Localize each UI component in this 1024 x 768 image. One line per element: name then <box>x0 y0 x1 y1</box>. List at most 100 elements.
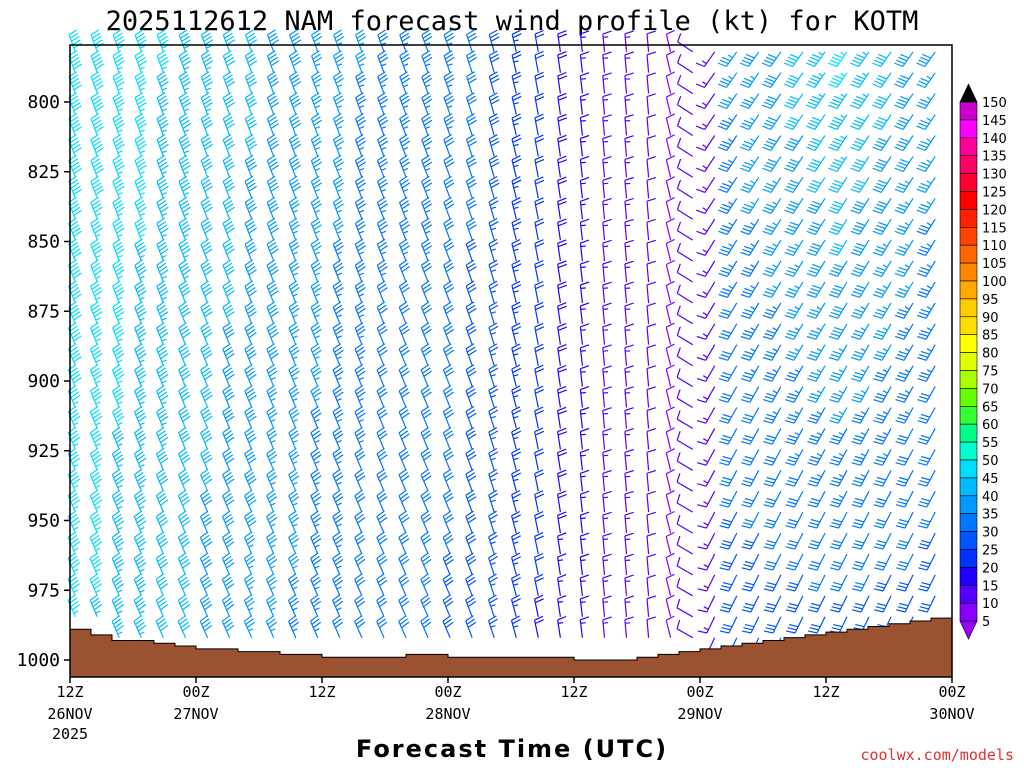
wind-barb <box>443 29 455 52</box>
wind-barb <box>511 552 521 576</box>
wind-barb <box>134 154 147 178</box>
wind-barb <box>719 553 738 571</box>
wind-barb <box>488 510 498 534</box>
wind-barb <box>511 301 522 324</box>
wind-barb <box>761 51 782 68</box>
wind-barb <box>828 323 848 340</box>
wind-barb <box>697 490 716 508</box>
wind-barb <box>354 468 366 492</box>
wind-barb <box>332 426 344 450</box>
wind-barb <box>310 489 322 513</box>
wind-barb <box>266 301 279 325</box>
wind-barb <box>762 197 782 214</box>
wind-barb <box>443 238 455 262</box>
colorbar-label: 80 <box>982 347 999 362</box>
wind-barb <box>829 574 848 592</box>
wind-barb <box>828 260 848 277</box>
wind-barb <box>718 260 738 277</box>
wind-barb <box>68 50 83 73</box>
wind-barb <box>784 197 804 214</box>
wind-barb <box>557 30 568 52</box>
wind-barb <box>399 71 411 94</box>
colorbar-label: 95 <box>982 293 999 308</box>
wind-barb <box>718 176 738 193</box>
wind-barb <box>785 595 804 613</box>
wind-barb <box>602 30 612 52</box>
colorbar-label: 35 <box>982 508 999 523</box>
wind-barb <box>917 302 936 319</box>
wind-barb <box>763 407 782 424</box>
wind-barb <box>665 92 675 115</box>
x-tick-label: 00Z <box>938 683 965 701</box>
wind-barb <box>156 385 169 408</box>
wind-barb <box>221 531 235 555</box>
wind-barb <box>111 468 125 492</box>
credit-link[interactable]: coolwx.com/models <box>860 746 1014 764</box>
wind-barb <box>112 50 125 73</box>
wind-barb <box>740 176 760 193</box>
wind-barb <box>244 364 257 387</box>
wind-barb <box>443 113 455 136</box>
wind-barb <box>442 468 454 492</box>
wind-barb <box>465 552 477 576</box>
wind-barb <box>222 301 235 325</box>
colorbar-label: 5 <box>982 615 990 630</box>
wind-barb <box>830 616 848 634</box>
wind-barb <box>695 156 716 173</box>
wind-barb <box>177 447 191 471</box>
wind-barb <box>222 29 236 53</box>
wind-barb <box>557 595 567 617</box>
wind-barb <box>488 427 499 450</box>
wind-barb <box>873 553 892 571</box>
wind-barb <box>646 386 656 408</box>
wind-barb <box>511 510 521 534</box>
wind-barb <box>67 385 81 408</box>
x-tick-date: 27NOV <box>173 705 218 723</box>
wind-barb <box>90 322 103 345</box>
wind-barb <box>90 154 104 178</box>
wind-barb <box>399 29 411 53</box>
wind-barb <box>111 447 125 471</box>
wind-barb <box>850 93 870 110</box>
wind-barb <box>895 386 914 403</box>
wind-barb <box>602 72 612 94</box>
wind-barb <box>399 133 411 157</box>
wind-barb <box>646 135 656 157</box>
colorbar-cell <box>959 405 978 425</box>
wind-barb <box>805 72 826 89</box>
wind-barb <box>557 113 568 136</box>
wind-barb <box>579 93 590 115</box>
wind-barb <box>646 365 656 387</box>
wind-barb <box>807 490 826 508</box>
colorbar-label: 150 <box>982 96 1007 111</box>
wind-barb <box>89 364 103 387</box>
wind-barb <box>602 135 612 157</box>
wind-barb <box>465 405 477 429</box>
wind-barb <box>222 364 235 387</box>
wind-barb <box>376 510 388 534</box>
wind-barb <box>421 196 433 220</box>
wind-barb <box>624 93 634 115</box>
wind-barb <box>376 196 389 220</box>
wind-barb <box>665 448 675 471</box>
wind-barb <box>134 217 147 241</box>
wind-barb <box>917 365 936 382</box>
wind-barb <box>676 452 694 471</box>
terrain-surface <box>69 615 953 678</box>
wind-barb <box>557 448 568 471</box>
wind-barb <box>762 239 782 256</box>
wind-barb <box>443 133 455 157</box>
y-axis: 800 825 850 875 900 925 950 975 1000 <box>17 92 70 671</box>
wind-barb <box>784 156 804 173</box>
wind-barb <box>420 426 432 450</box>
wind-barb <box>465 196 477 220</box>
wind-barb <box>872 260 892 277</box>
colorbar-cell <box>959 441 978 461</box>
wind-barb <box>332 238 344 262</box>
wind-barb <box>916 176 936 193</box>
wind-barb <box>332 364 344 387</box>
wind-barb <box>488 447 499 471</box>
wind-barb <box>851 428 870 445</box>
wind-barb <box>200 217 213 241</box>
wind-barb <box>665 113 675 136</box>
